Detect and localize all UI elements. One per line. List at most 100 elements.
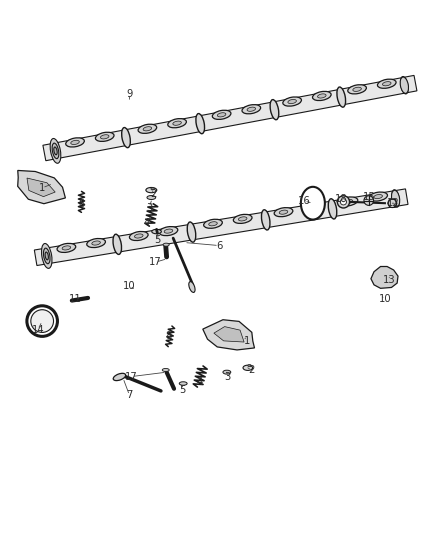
Ellipse shape <box>204 219 223 228</box>
Text: 5: 5 <box>155 235 161 245</box>
Text: 11: 11 <box>68 294 81 304</box>
Polygon shape <box>18 171 65 204</box>
Ellipse shape <box>304 203 322 212</box>
Ellipse shape <box>374 195 382 199</box>
Ellipse shape <box>279 210 288 214</box>
Ellipse shape <box>242 104 261 114</box>
Ellipse shape <box>238 217 247 221</box>
Ellipse shape <box>45 252 48 260</box>
Ellipse shape <box>248 365 251 367</box>
Ellipse shape <box>189 281 195 293</box>
Ellipse shape <box>401 77 408 94</box>
Ellipse shape <box>369 192 388 201</box>
Text: 10: 10 <box>378 294 391 304</box>
Ellipse shape <box>27 306 57 336</box>
Ellipse shape <box>31 310 53 333</box>
Ellipse shape <box>243 365 253 370</box>
Ellipse shape <box>309 205 318 209</box>
Ellipse shape <box>313 91 331 101</box>
Text: 5: 5 <box>179 385 185 394</box>
Ellipse shape <box>274 208 293 217</box>
Ellipse shape <box>134 234 143 238</box>
Polygon shape <box>43 75 417 161</box>
Ellipse shape <box>52 143 59 159</box>
Text: 8: 8 <box>166 332 172 341</box>
Ellipse shape <box>288 100 297 103</box>
Ellipse shape <box>159 227 178 236</box>
Text: 1: 1 <box>39 183 46 193</box>
Ellipse shape <box>353 87 361 91</box>
Ellipse shape <box>52 142 59 159</box>
Ellipse shape <box>388 199 397 207</box>
Text: 13: 13 <box>383 276 396 286</box>
Ellipse shape <box>162 368 169 372</box>
Ellipse shape <box>113 234 121 254</box>
Ellipse shape <box>337 87 346 107</box>
Text: 8: 8 <box>78 199 85 209</box>
Text: 7: 7 <box>126 390 133 400</box>
Polygon shape <box>27 178 55 197</box>
Ellipse shape <box>100 135 109 139</box>
Text: 15: 15 <box>363 192 376 201</box>
Text: 9: 9 <box>126 89 133 99</box>
Ellipse shape <box>233 214 252 223</box>
Ellipse shape <box>163 243 169 246</box>
Ellipse shape <box>122 127 131 148</box>
Ellipse shape <box>130 231 148 240</box>
Polygon shape <box>371 266 398 288</box>
Ellipse shape <box>50 139 61 163</box>
Ellipse shape <box>270 100 279 120</box>
Ellipse shape <box>337 196 350 208</box>
Text: 2: 2 <box>150 189 157 199</box>
Ellipse shape <box>247 107 256 111</box>
Ellipse shape <box>43 247 50 264</box>
Ellipse shape <box>187 222 196 242</box>
Text: 16: 16 <box>298 196 311 206</box>
Ellipse shape <box>378 79 396 88</box>
Ellipse shape <box>261 210 270 230</box>
Text: 17: 17 <box>149 257 162 267</box>
Text: 6: 6 <box>216 240 222 251</box>
Ellipse shape <box>217 112 226 117</box>
Polygon shape <box>34 189 408 265</box>
Polygon shape <box>203 320 254 350</box>
Ellipse shape <box>147 196 155 199</box>
Ellipse shape <box>66 138 85 147</box>
Ellipse shape <box>209 222 217 226</box>
Text: 10: 10 <box>123 281 136 291</box>
Ellipse shape <box>173 121 181 125</box>
Ellipse shape <box>283 97 301 106</box>
Text: 14: 14 <box>32 325 44 335</box>
Text: 17: 17 <box>125 372 138 382</box>
Ellipse shape <box>151 188 154 190</box>
Ellipse shape <box>152 229 161 234</box>
Text: 18: 18 <box>335 194 348 204</box>
Ellipse shape <box>146 188 157 193</box>
Ellipse shape <box>301 187 325 220</box>
Ellipse shape <box>62 246 71 250</box>
Ellipse shape <box>328 199 337 219</box>
Text: 3: 3 <box>146 203 152 213</box>
Ellipse shape <box>179 382 187 385</box>
Ellipse shape <box>348 85 366 94</box>
Ellipse shape <box>344 199 353 204</box>
Ellipse shape <box>196 114 205 134</box>
Ellipse shape <box>392 190 399 207</box>
Ellipse shape <box>71 140 79 144</box>
Ellipse shape <box>318 94 326 98</box>
Ellipse shape <box>212 110 231 119</box>
Ellipse shape <box>143 127 152 131</box>
Ellipse shape <box>392 190 400 207</box>
Ellipse shape <box>400 77 409 93</box>
Ellipse shape <box>92 241 100 245</box>
Ellipse shape <box>340 199 346 205</box>
Ellipse shape <box>95 132 114 141</box>
Ellipse shape <box>138 124 157 133</box>
Polygon shape <box>214 327 244 342</box>
Ellipse shape <box>364 196 374 205</box>
Ellipse shape <box>57 244 76 253</box>
Ellipse shape <box>43 248 50 264</box>
Text: 2: 2 <box>248 366 255 375</box>
Text: 4: 4 <box>144 218 150 228</box>
Ellipse shape <box>54 147 57 155</box>
